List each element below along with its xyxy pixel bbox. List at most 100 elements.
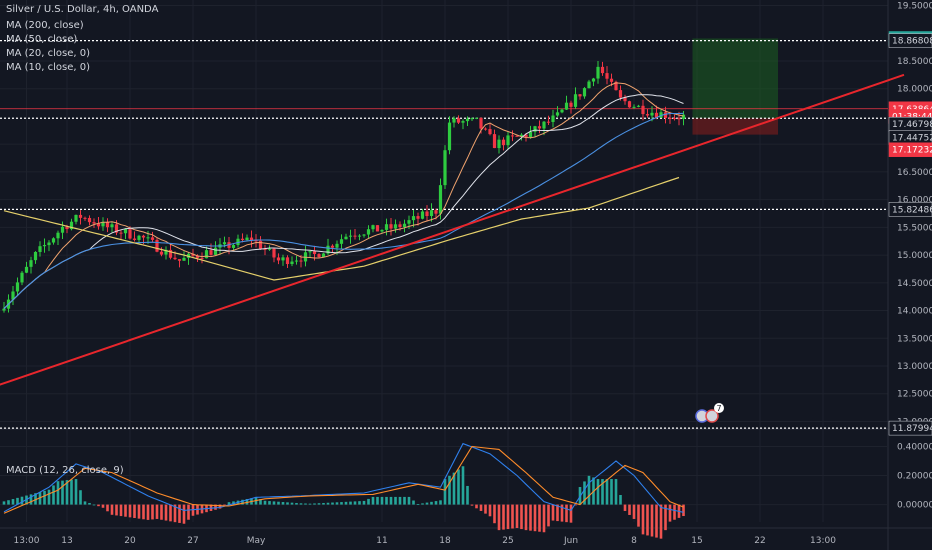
macd-histogram-bar [529, 504, 532, 531]
candle-body [609, 78, 614, 82]
candle-body [488, 129, 492, 135]
candle-body [33, 251, 38, 261]
ma200-line [3, 176, 680, 281]
macd-histogram-bar [349, 501, 352, 505]
candle-body [344, 236, 348, 240]
event-count-dot [714, 403, 724, 413]
candle-body [155, 239, 159, 252]
macd-histogram-bar [7, 500, 10, 505]
macd-histogram-bar [524, 504, 528, 531]
macd-histogram-bar [106, 504, 109, 512]
candle-body [245, 237, 249, 241]
time-tick-label: 22 [754, 536, 765, 546]
macd-histogram-bar [412, 500, 415, 505]
candle-body [78, 214, 83, 218]
price-axis[interactable]: 19.5000018.5000018.0000017.0000016.50000… [888, 2, 932, 511]
macd-histogram-bar [569, 504, 573, 523]
candle-body [335, 243, 339, 248]
candle-body [600, 66, 605, 74]
candle-body [443, 150, 447, 186]
price-label[interactable]: 17.46798 [892, 120, 932, 130]
macd-histogram-bar [160, 504, 163, 520]
macd-histogram-bar [601, 479, 604, 505]
position-zone[interactable] [692, 38, 779, 135]
candle-body [195, 255, 200, 258]
candle-body [249, 237, 254, 241]
event-badge[interactable]: 7 [695, 403, 724, 423]
macd-histogram-bar [335, 502, 339, 505]
macd-histogram-bar [79, 490, 82, 505]
candle-body [461, 121, 465, 123]
candle-body [47, 242, 51, 246]
macd-histogram-bar [74, 479, 78, 505]
price-label[interactable]: 17.17232 [892, 146, 932, 156]
macd-histogram-bar [295, 502, 298, 505]
candle-body [546, 121, 551, 123]
macd-histogram-bar [34, 493, 37, 505]
macd-histogram-bar [340, 502, 343, 505]
candle-body [465, 118, 470, 122]
macd-histogram-bar [277, 501, 280, 505]
macd-histogram-bar [83, 501, 87, 505]
ma20-legend[interactable]: MA (20, close, 0) [6, 48, 91, 59]
price-label-box[interactable] [888, 33, 932, 48]
macd-histogram-bar [52, 485, 55, 505]
time-tick-label: 25 [502, 536, 513, 546]
candle-body [398, 224, 402, 228]
macd-histogram-bar [407, 496, 411, 505]
macd-histogram-bar [506, 504, 510, 530]
macd-histogram-bar [358, 501, 361, 505]
trend-line[interactable] [0, 73, 905, 391]
macd-histogram-bar [263, 500, 267, 505]
price-label[interactable]: 18.86808 [892, 37, 932, 47]
macd-histogram-bar [137, 504, 141, 519]
macd-histogram-bar [628, 504, 631, 515]
candle-body [29, 260, 33, 267]
macd-histogram-bar [299, 503, 303, 505]
price-label[interactable]: 17.44752 [892, 134, 932, 144]
stop-zone[interactable] [692, 118, 779, 135]
candle-body [501, 139, 506, 146]
macd-histogram-bar [574, 504, 577, 506]
price-label-box[interactable] [888, 142, 932, 157]
price-tick-label: 16.00000 [897, 196, 932, 206]
price-label-box[interactable] [888, 420, 932, 436]
candle-body [114, 224, 119, 233]
candle-body [452, 118, 456, 123]
candle-body [533, 126, 537, 132]
target-zone[interactable] [692, 38, 779, 119]
candle-body [254, 240, 258, 242]
chart-title[interactable]: Silver / U.S. Dollar, 4h, OANDA [6, 4, 159, 15]
candle-body [447, 122, 452, 151]
candle-body [641, 105, 645, 115]
macd-histogram-bar [88, 502, 91, 505]
candle-body [321, 253, 326, 257]
time-axis[interactable]: 13:00 13 20 27 May 11 18 25 Jun 8 15 22 13:00 [14, 536, 837, 546]
macd-histogram-bar [587, 475, 591, 505]
macd-histogram-bar [682, 504, 685, 517]
price-label-box[interactable] [888, 202, 932, 217]
price-label[interactable]: 15.82486 [892, 205, 932, 215]
macd-histogram-bar [560, 504, 564, 522]
candle-body [173, 257, 177, 260]
trendline[interactable] [0, 73, 905, 391]
ma50-legend[interactable]: MA (50, close) [6, 34, 78, 45]
ma10-legend[interactable]: MA (10, close, 0) [6, 62, 91, 73]
macd-histogram-bar [479, 504, 483, 511]
macd-histogram-bar [389, 496, 393, 505]
ma200-legend[interactable]: MA (200, close) [6, 20, 84, 31]
macd-histogram-bar [547, 504, 550, 527]
macd-histogram-bar [664, 504, 667, 531]
macd-histogram-bar [227, 502, 231, 505]
candle-body [434, 210, 438, 214]
horizontal-levels[interactable] [0, 39, 888, 429]
macd-histogram-bar [151, 504, 154, 520]
price-label[interactable]: 11.87994 [892, 424, 932, 434]
macd-legend[interactable]: MACD (12, 26, close, 9) [6, 465, 124, 476]
candle-body [128, 229, 132, 239]
macd-histogram-bar [331, 502, 334, 505]
candle-body [119, 232, 123, 234]
signal-line [3, 445, 684, 514]
flag-icon[interactable] [705, 409, 719, 423]
